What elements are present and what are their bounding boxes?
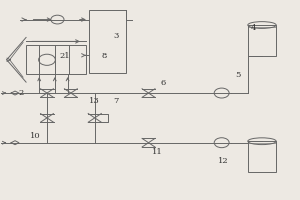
Text: 4: 4 [250, 24, 256, 32]
Text: 11: 11 [152, 148, 163, 156]
Bar [26, 45, 86, 74]
Text: 21: 21 [60, 52, 70, 60]
Text: 3: 3 [113, 32, 118, 40]
Text: 7: 7 [113, 97, 118, 105]
Text: 2: 2 [19, 89, 24, 97]
Text: 8: 8 [101, 52, 106, 60]
Bar [248, 25, 276, 56]
Bar [248, 141, 276, 172]
Bar [89, 10, 126, 73]
Text: 5: 5 [236, 71, 241, 79]
Text: 10: 10 [30, 132, 40, 140]
Text: 12: 12 [218, 157, 229, 165]
Text: 6: 6 [161, 79, 166, 87]
Text: 13: 13 [89, 97, 100, 105]
